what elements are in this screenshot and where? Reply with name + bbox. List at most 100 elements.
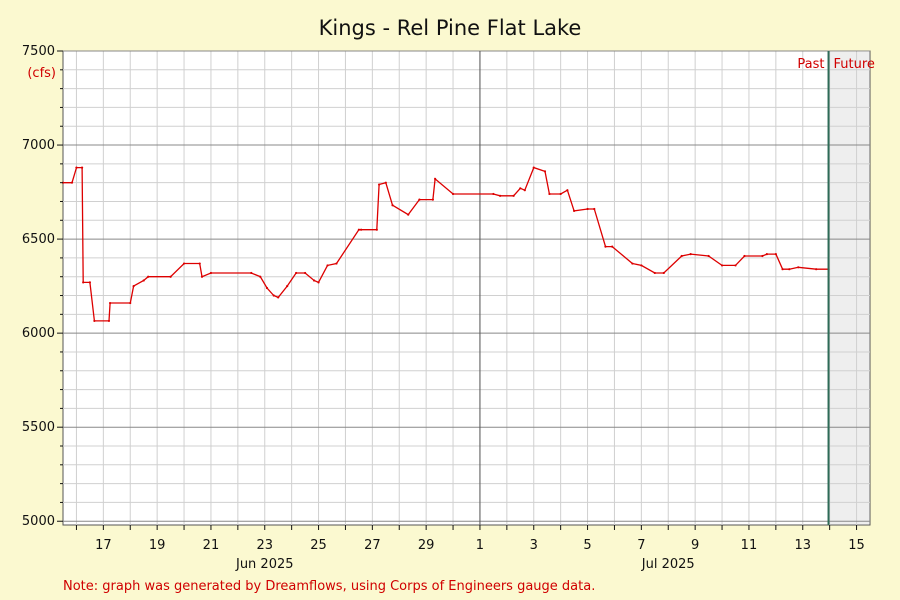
x-tick-label: 29 [418, 538, 435, 553]
past-label: Past [797, 57, 824, 72]
x-tick-label: 5 [583, 538, 591, 553]
data-point [147, 275, 150, 278]
data-point [132, 285, 135, 288]
chart-title: Kings - Rel Pine Flat Lake [319, 16, 582, 40]
data-point [182, 262, 186, 265]
data-point [788, 268, 791, 271]
data-point [451, 192, 455, 196]
series-line [63, 166, 829, 322]
data-point [707, 254, 710, 258]
x-tick-label: 19 [149, 538, 166, 553]
data-point [573, 209, 576, 212]
data-point [640, 264, 643, 267]
data-point [512, 194, 515, 197]
data-point [774, 253, 777, 256]
x-tick-label: 23 [256, 538, 273, 553]
data-point [129, 301, 132, 305]
y-tick-label: 5000 [22, 514, 55, 529]
data-point [734, 264, 737, 267]
footer-note: Note: graph was generated by Dreamflows,… [63, 579, 595, 594]
data-point [765, 253, 768, 256]
data-series [61, 166, 830, 323]
data-point [326, 264, 329, 267]
data-point [169, 275, 172, 278]
data-point [377, 183, 381, 186]
x-tick-label: 13 [794, 538, 811, 553]
data-point [743, 254, 746, 258]
data-point [662, 271, 665, 275]
y-tick-label: 7000 [22, 138, 55, 153]
x-tick-label: 9 [691, 538, 699, 553]
data-point [304, 271, 307, 275]
data-point [357, 228, 360, 231]
data-point [209, 271, 213, 275]
y-tick-label: 7500 [22, 44, 55, 59]
data-point [434, 177, 437, 181]
y-tick-label: 5500 [22, 420, 55, 435]
data-point [418, 198, 421, 201]
x-tick-label: 3 [530, 538, 538, 553]
future-shade [828, 52, 869, 524]
data-point [80, 166, 84, 169]
data-point [272, 294, 275, 297]
data-point [384, 181, 387, 184]
data-point [761, 254, 764, 258]
data-point [593, 207, 596, 211]
data-point [200, 275, 204, 278]
data-point [82, 281, 85, 284]
data-point [88, 281, 91, 284]
data-point [519, 187, 522, 190]
data-point [142, 279, 145, 282]
data-point [407, 213, 410, 216]
data-point [108, 301, 112, 305]
data-point [604, 245, 607, 248]
data-point [431, 198, 434, 201]
data-point [295, 271, 298, 275]
data-point [317, 281, 320, 284]
data-point [375, 228, 378, 231]
x-tick-label: 25 [310, 538, 327, 553]
data-point [566, 189, 569, 192]
data-point [391, 204, 394, 207]
data-point [532, 166, 535, 169]
month-label: Jun 2025 [235, 557, 294, 572]
data-point [611, 245, 614, 248]
data-point [499, 194, 502, 197]
x-tick-label: 27 [364, 538, 381, 553]
data-point [543, 170, 547, 173]
data-point [797, 266, 800, 269]
y-tick-label: 6000 [22, 326, 55, 341]
data-point [286, 285, 289, 288]
data-point [277, 296, 280, 299]
data-point [720, 264, 724, 267]
data-point [492, 192, 495, 196]
data-point [93, 319, 96, 323]
data-point [631, 262, 634, 265]
x-tick-label: 15 [848, 538, 865, 553]
data-point [312, 279, 316, 282]
data-point [107, 319, 111, 323]
data-point [70, 181, 74, 184]
data-point [523, 189, 526, 192]
data-point [815, 268, 818, 271]
grid [63, 50, 870, 525]
data-point [781, 268, 784, 271]
data-point [559, 192, 562, 196]
x-tick-label: 1 [476, 538, 484, 553]
data-point [586, 207, 589, 211]
data-point [250, 271, 253, 275]
data-point [360, 228, 363, 231]
data-point [265, 286, 269, 290]
future-label: Future [834, 57, 875, 72]
data-point [335, 262, 338, 265]
y-tick-label: 6500 [22, 232, 55, 247]
x-tick-label: 17 [95, 538, 112, 553]
x-tick-label: 7 [637, 538, 645, 553]
data-point [198, 262, 201, 265]
data-point [548, 192, 551, 196]
x-tick-label: 21 [203, 538, 220, 553]
data-point [653, 271, 656, 275]
unit-label: (cfs) [27, 66, 56, 81]
